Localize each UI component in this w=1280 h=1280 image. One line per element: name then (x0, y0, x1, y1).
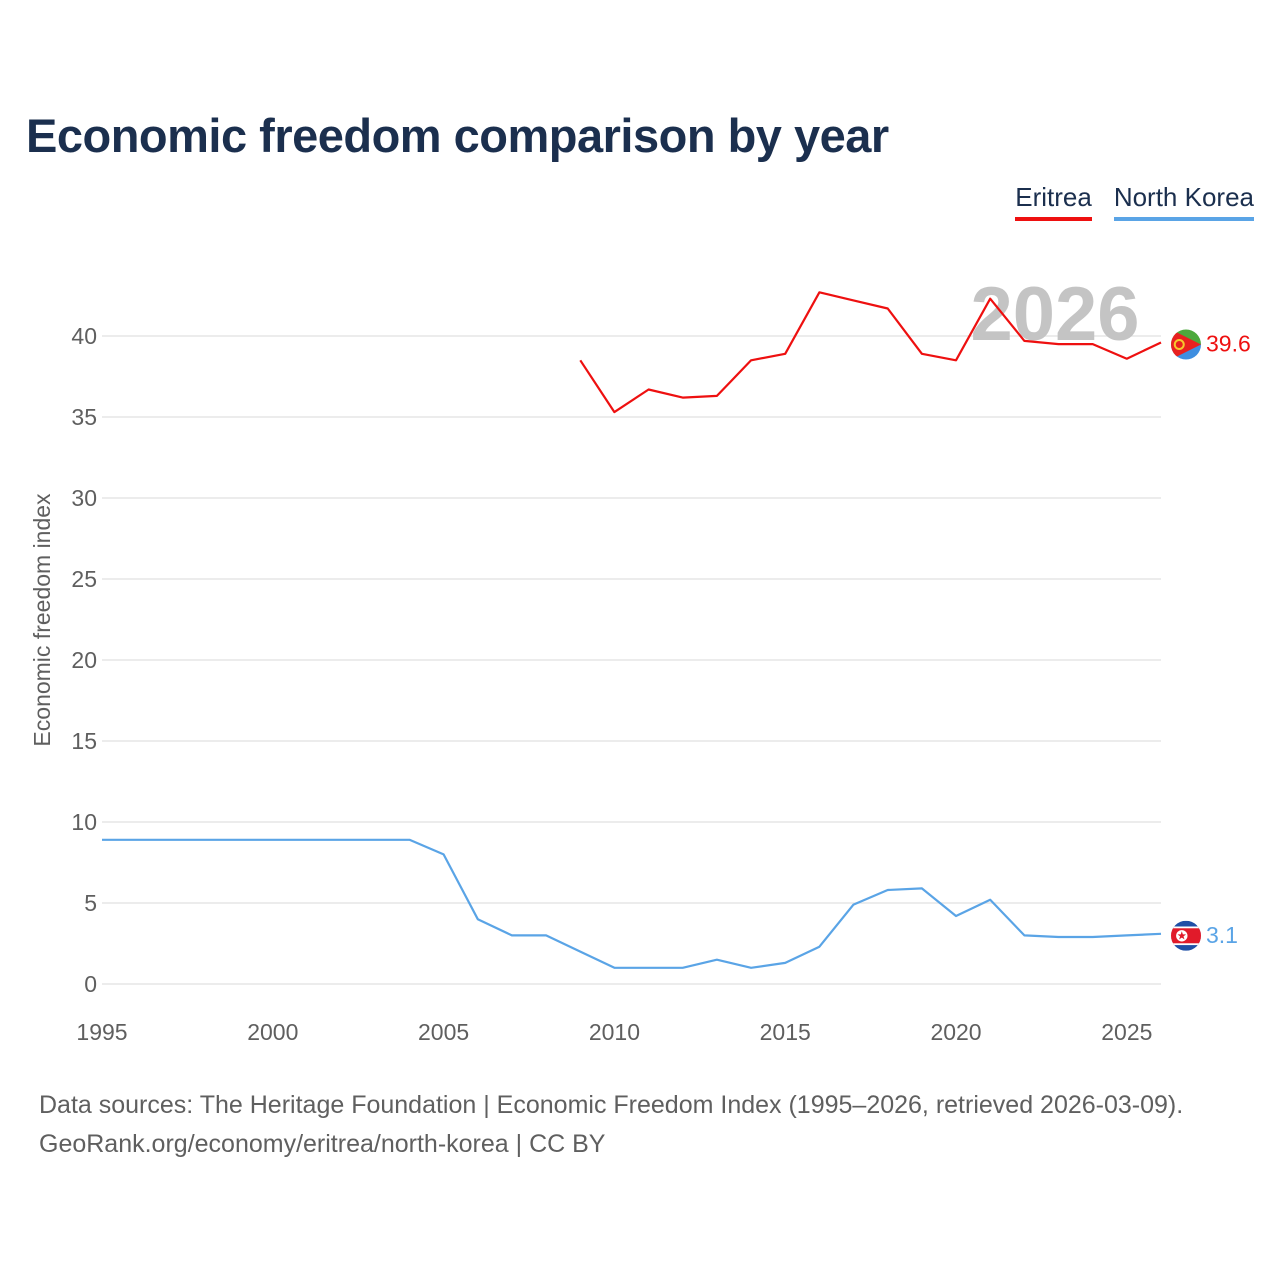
chart-title: Economic freedom comparison by year (26, 109, 889, 162)
x-tick-label: 2015 (760, 1019, 811, 1045)
series-line-north-korea[interactable] (102, 838, 1162, 969)
y-tick-label: 5 (84, 890, 97, 916)
y-tick-label: 10 (71, 809, 97, 835)
legend-item-eritrea[interactable]: Eritrea (1015, 182, 1092, 221)
y-tick-label: 20 (71, 647, 97, 673)
series-layer (102, 291, 1162, 969)
endpoint-layer: 39.6 3.1 (1171, 329, 1251, 951)
end-value-label: 39.6 (1206, 330, 1251, 356)
y-tick-label: 15 (71, 728, 97, 754)
y-tick-label: 35 (71, 404, 97, 430)
y-tick-label: 40 (71, 323, 97, 349)
footer-sources: Data sources: The Heritage Foundation | … (39, 1091, 1184, 1119)
legend: Eritrea North Korea (1015, 182, 1254, 221)
x-tick-label: 2025 (1101, 1019, 1152, 1045)
series-line-eritrea[interactable] (579, 291, 1162, 414)
footer-credit[interactable]: GeoRank.org/economy/eritrea/north-korea … (39, 1130, 606, 1158)
y-axis-label: Economic freedom index (29, 493, 55, 747)
end-value-label: 3.1 (1206, 922, 1238, 948)
grid-layer (102, 335, 1161, 985)
legend-item-north-korea[interactable]: North Korea (1113, 182, 1254, 221)
y-tick-label: 0 (84, 971, 97, 997)
x-tick-label: 2010 (589, 1019, 640, 1045)
north-korea-flag-icon (1171, 920, 1201, 951)
footer: Data sources: The Heritage Foundation | … (39, 1086, 1183, 1164)
y-tick-label: 25 (71, 566, 97, 592)
x-tick-label: 1995 (76, 1019, 127, 1045)
x-tick-label: 2005 (418, 1019, 469, 1045)
eritrea-flag-icon (1171, 329, 1201, 360)
y-tick-label: 30 (71, 485, 97, 511)
x-tick-label: 2000 (247, 1019, 298, 1045)
x-tick-label: 2020 (930, 1019, 981, 1045)
